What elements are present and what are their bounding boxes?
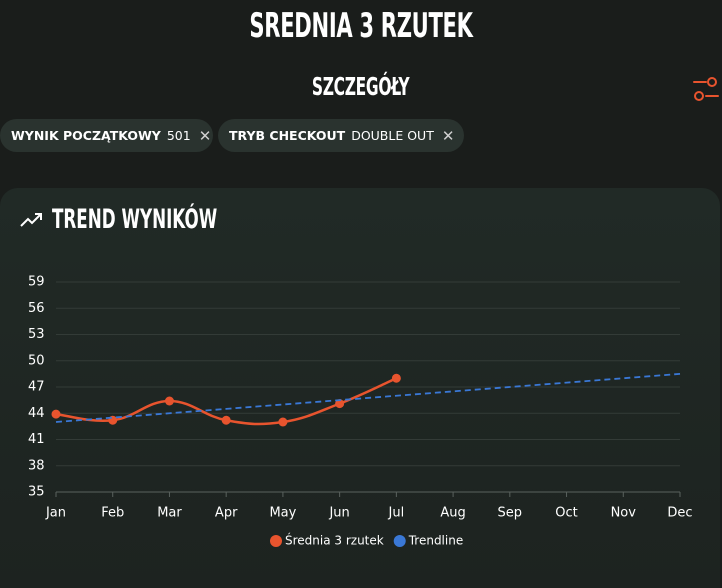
y-tick-label: 59 <box>28 275 45 290</box>
data-point <box>278 417 288 427</box>
x-tick-label: Oct <box>555 506 577 521</box>
section-title-text: SZCZEGÓŁY <box>312 72 410 101</box>
legend-label: Trendline <box>408 534 464 548</box>
y-tick-label: 44 <box>28 406 45 421</box>
filter-chip[interactable]: TRYB CHECKOUT DOUBLE OUT ✕ <box>218 119 464 152</box>
x-tick-label: Mar <box>157 506 182 521</box>
y-tick-label: 35 <box>28 485 45 500</box>
trend-line <box>55 372 681 423</box>
x-tick-label: Nov <box>611 506 637 521</box>
remove-filter-icon[interactable]: ✕ <box>198 126 212 145</box>
legend-label: Średnia 3 rzutek <box>285 533 384 548</box>
x-tick-label: Jun <box>328 506 349 521</box>
page-title: SREDNIA 3 RZUTEK <box>0 6 722 46</box>
x-tick-label: Dec <box>667 506 692 521</box>
legend-marker <box>270 535 282 547</box>
section-title: SZCZEGÓŁY <box>0 72 722 101</box>
x-tick-label: Aug <box>440 506 465 521</box>
remove-filter-icon[interactable]: ✕ <box>441 126 455 145</box>
data-point <box>221 415 231 425</box>
filter-value: DOUBLE OUT <box>351 128 434 143</box>
x-tick-label: Apr <box>215 506 238 521</box>
filter-label: WYNIK POCZĄTKOWY <box>11 128 161 143</box>
page-title-text: SREDNIA 3 RZUTEK <box>249 6 473 46</box>
x-tick-label: Jan <box>45 506 66 521</box>
x-tick-label: Jul <box>388 506 405 521</box>
x-tick-label: Sep <box>498 506 523 521</box>
data-point <box>164 396 174 406</box>
filter-value: 501 <box>166 128 191 143</box>
y-tick-label: 41 <box>28 432 45 447</box>
data-point <box>335 399 345 409</box>
data-point <box>391 373 401 383</box>
trend-icon <box>20 213 42 227</box>
y-tick-label: 50 <box>28 353 45 368</box>
filter-label: TRYB CHECKOUT <box>229 128 346 143</box>
data-point <box>51 409 61 419</box>
x-tick-label: May <box>269 506 296 521</box>
y-tick-label: 56 <box>28 301 45 316</box>
chart-title: TREND WYNIKÓW <box>52 204 218 235</box>
filter-settings-icon[interactable] <box>691 74 721 104</box>
x-tick-label: Feb <box>101 506 124 521</box>
y-tick-label: 38 <box>28 458 45 473</box>
y-tick-label: 47 <box>28 380 45 395</box>
chart-card <box>0 188 720 588</box>
y-tick-label: 53 <box>28 327 45 342</box>
legend-marker <box>393 535 406 547</box>
filter-chip[interactable]: WYNIK POCZĄTKOWY 501 ✕ <box>0 119 213 152</box>
